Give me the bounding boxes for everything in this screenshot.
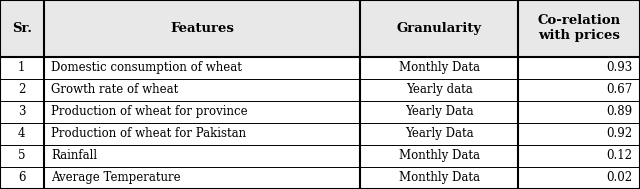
Text: Production of wheat for province: Production of wheat for province xyxy=(51,105,248,118)
Text: Monthly Data: Monthly Data xyxy=(399,149,480,162)
Text: Production of wheat for Pakistan: Production of wheat for Pakistan xyxy=(51,127,246,140)
Text: Granularity: Granularity xyxy=(397,22,482,35)
Bar xyxy=(0,79,640,101)
Text: Yearly Data: Yearly Data xyxy=(405,105,474,118)
Text: 1: 1 xyxy=(18,61,26,74)
Bar xyxy=(0,145,640,167)
Text: 0.02: 0.02 xyxy=(606,171,632,184)
Text: Co-relation
with prices: Co-relation with prices xyxy=(538,14,621,42)
Bar xyxy=(0,123,640,145)
Text: Average Temperature: Average Temperature xyxy=(51,171,181,184)
Text: 3: 3 xyxy=(18,105,26,118)
Text: 2: 2 xyxy=(18,83,26,96)
Bar xyxy=(0,0,640,57)
Bar xyxy=(0,167,640,189)
Text: 0.89: 0.89 xyxy=(606,105,632,118)
Text: 0.67: 0.67 xyxy=(606,83,632,96)
Text: Rainfall: Rainfall xyxy=(51,149,97,162)
Text: 0.93: 0.93 xyxy=(606,61,632,74)
Text: 5: 5 xyxy=(18,149,26,162)
Text: Sr.: Sr. xyxy=(12,22,32,35)
Text: Features: Features xyxy=(170,22,234,35)
Text: 6: 6 xyxy=(18,171,26,184)
Text: 4: 4 xyxy=(18,127,26,140)
Text: Yearly data: Yearly data xyxy=(406,83,473,96)
Text: Monthly Data: Monthly Data xyxy=(399,61,480,74)
Text: Monthly Data: Monthly Data xyxy=(399,171,480,184)
Text: Domestic consumption of wheat: Domestic consumption of wheat xyxy=(51,61,242,74)
Bar xyxy=(0,101,640,123)
Text: Growth rate of wheat: Growth rate of wheat xyxy=(51,83,179,96)
Text: 0.92: 0.92 xyxy=(606,127,632,140)
Bar xyxy=(0,57,640,79)
Text: 0.12: 0.12 xyxy=(606,149,632,162)
Text: Yearly Data: Yearly Data xyxy=(405,127,474,140)
